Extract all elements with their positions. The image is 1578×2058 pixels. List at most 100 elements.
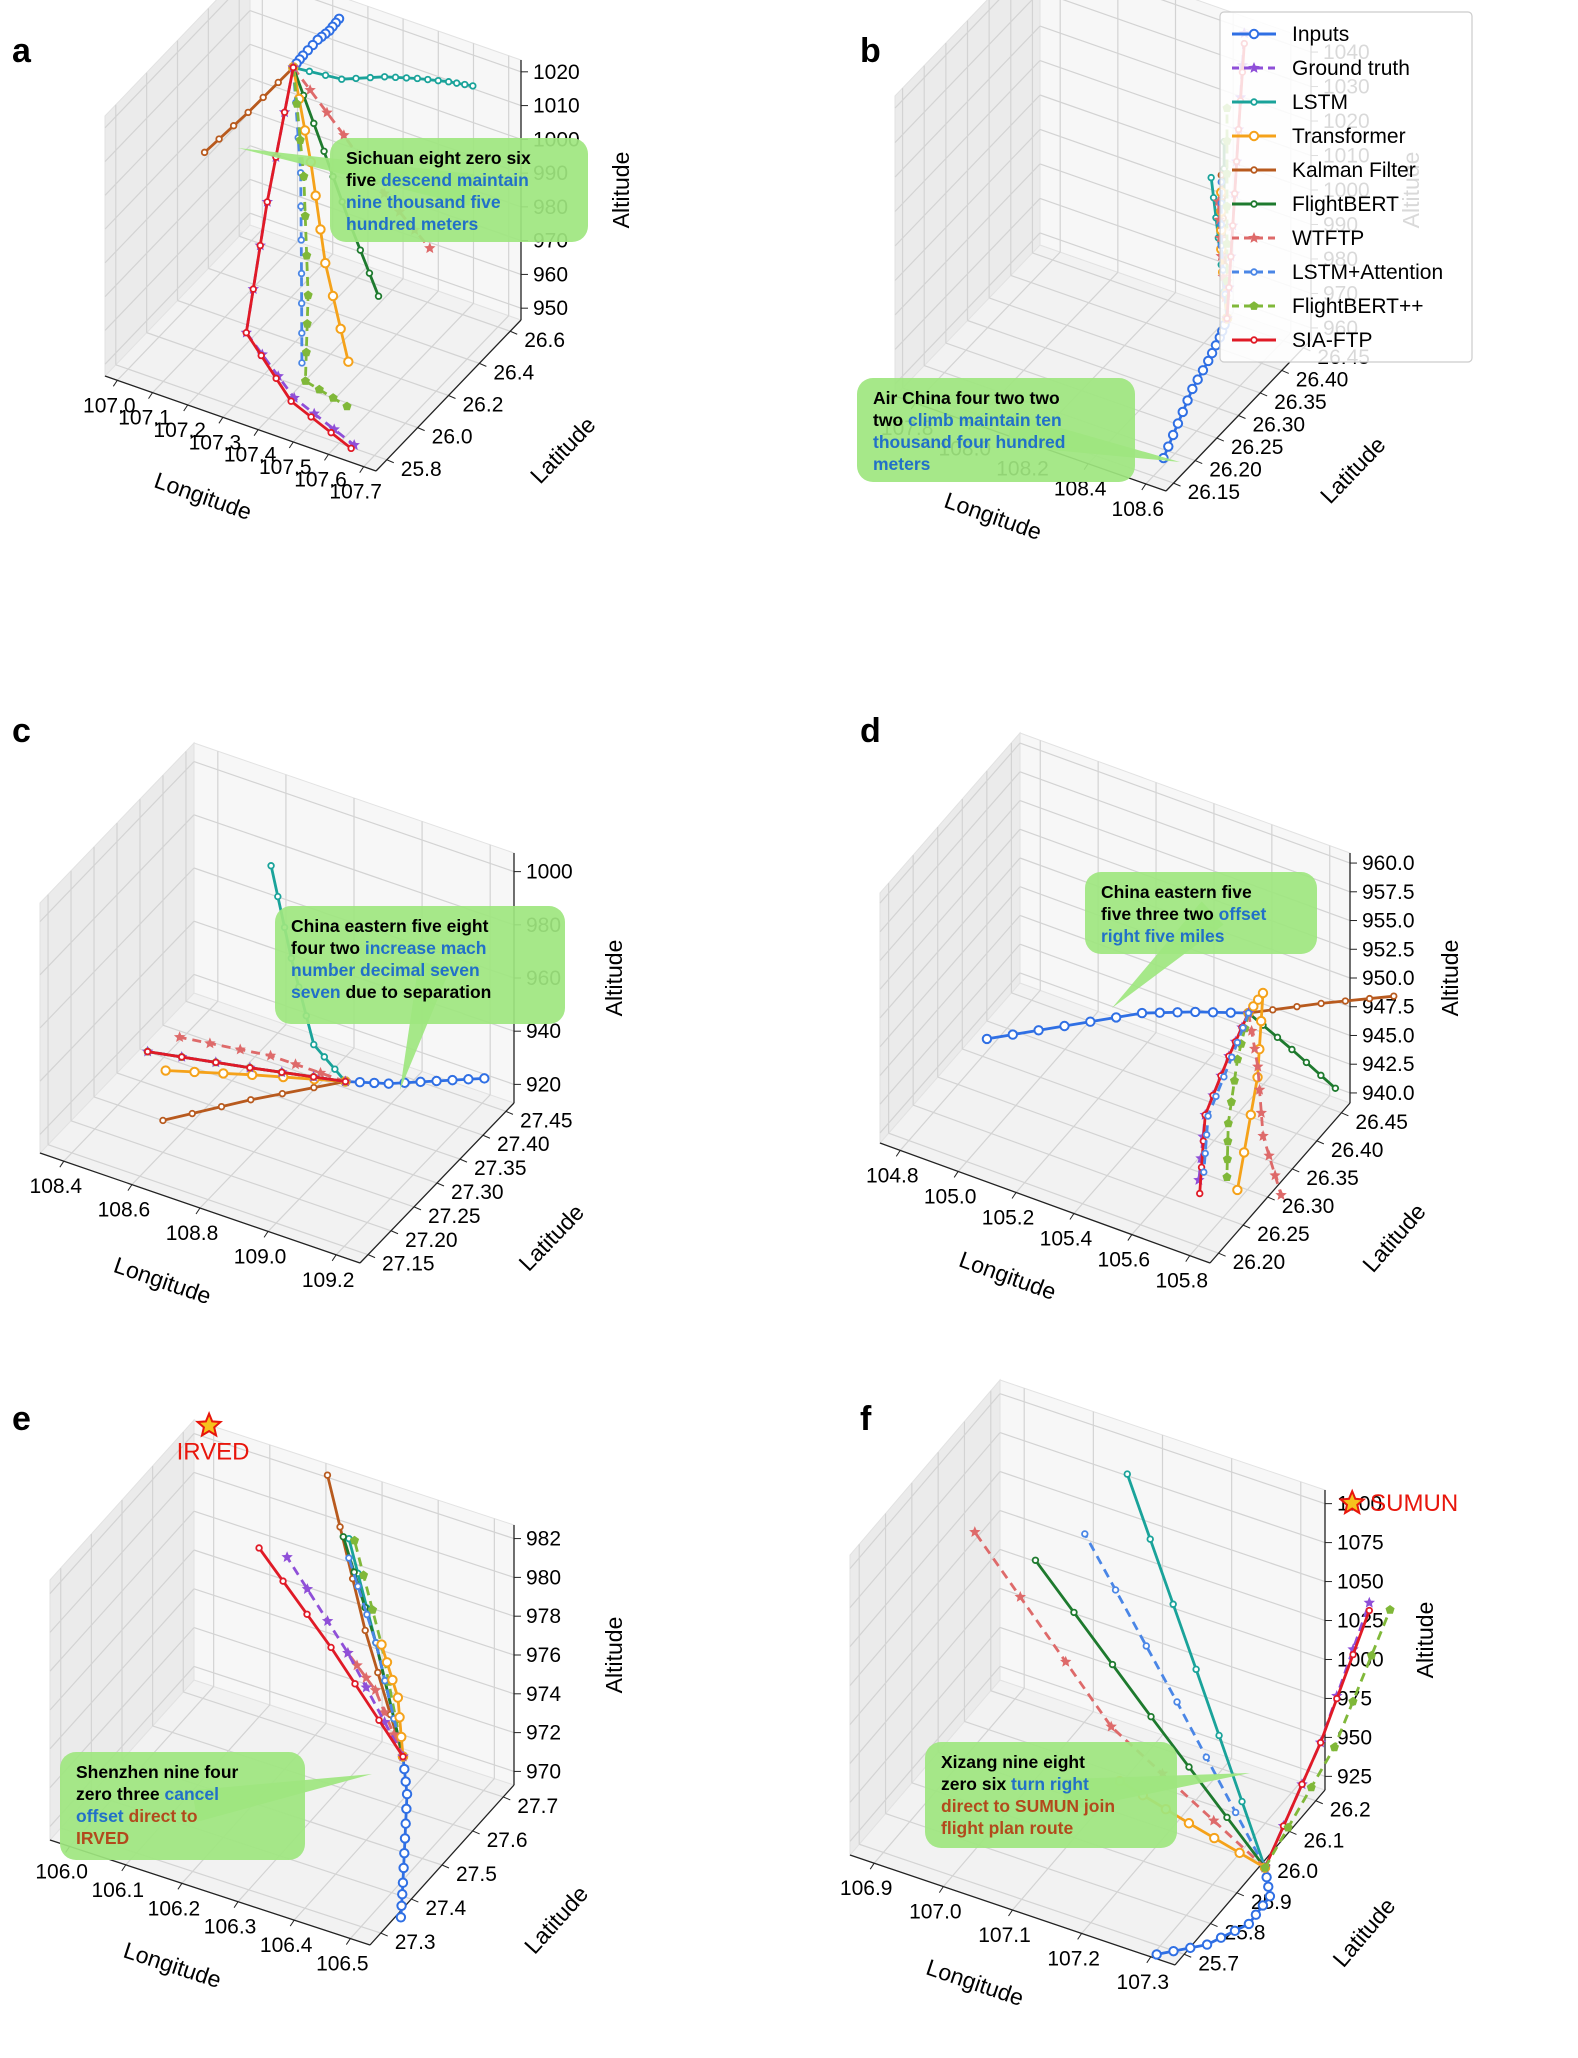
x-tick-label: 106.5 — [316, 1953, 369, 1976]
series-marker — [1363, 1596, 1375, 1608]
panel-label: b — [860, 32, 881, 70]
callout-text: Xizang nine eight zero six turn right dire… — [941, 1752, 1115, 1838]
series-marker — [399, 1763, 410, 1775]
series-marker — [1207, 1007, 1219, 1018]
callout-segment: increase mach — [365, 938, 487, 958]
z-axis-title: Altitude — [608, 152, 634, 229]
y-tick-label: 27.7 — [517, 1795, 558, 1818]
series-marker — [1248, 232, 1260, 243]
series-marker — [314, 384, 324, 394]
waypoint-label: IRVED — [177, 1439, 250, 1466]
series-marker — [315, 224, 326, 235]
series-marker — [331, 1065, 339, 1073]
series-marker — [413, 74, 422, 83]
series-marker — [1206, 347, 1218, 359]
series-marker — [1248, 1001, 1259, 1012]
legend-label: Ground truth — [1292, 57, 1410, 80]
series-marker — [401, 1803, 412, 1815]
series-marker — [321, 71, 330, 80]
series-marker — [1228, 1053, 1236, 1061]
series-marker — [320, 1053, 329, 1061]
series-marker — [1341, 997, 1350, 1005]
series-group — [255, 1471, 413, 1923]
series-marker — [1081, 1530, 1089, 1538]
x-tick-label: 105.6 — [1098, 1249, 1151, 1272]
series-marker — [1261, 1872, 1272, 1883]
series-marker — [297, 299, 306, 308]
z-tick-label: 978 — [526, 1605, 561, 1628]
callout-segment: Xizang nine eight — [941, 1752, 1085, 1772]
series-marker — [217, 1102, 226, 1111]
series-marker — [1252, 1060, 1264, 1072]
series-marker — [327, 428, 335, 437]
series-marker — [278, 1068, 286, 1076]
y-tick-label: 26.6 — [524, 329, 565, 352]
series-marker — [1238, 1147, 1250, 1158]
series-marker — [1249, 1042, 1261, 1054]
callout-segment: right five miles — [1101, 926, 1225, 946]
y-tick-label: 27.4 — [425, 1897, 466, 1920]
series-marker — [256, 241, 264, 250]
x-tick-label: 106.0 — [35, 1860, 88, 1883]
series-marker — [349, 1535, 360, 1545]
series-marker — [279, 1577, 287, 1585]
z-tick-label: 970 — [526, 1760, 561, 1783]
series-marker — [399, 1833, 411, 1844]
series-marker — [1269, 1169, 1281, 1181]
callout-segment: due to separation — [345, 982, 491, 1002]
series-marker — [272, 374, 280, 383]
callout-bubble — [275, 906, 565, 1024]
z-tick-label: 980 — [526, 1566, 561, 1589]
series-marker — [1243, 1918, 1255, 1930]
series-marker — [1190, 1006, 1201, 1018]
callout-segment: IRVED — [76, 1828, 129, 1848]
series-marker — [289, 1058, 302, 1070]
series-marker — [360, 1681, 372, 1693]
series-marker — [1185, 1763, 1193, 1771]
series-marker — [143, 1047, 152, 1056]
series-marker — [424, 75, 432, 84]
series-marker — [1263, 1149, 1275, 1161]
series-marker — [1238, 1797, 1246, 1806]
series-marker — [310, 1083, 318, 1092]
callout-segment: zero six — [941, 1774, 1011, 1794]
z-tick-label: 1000 — [526, 861, 573, 884]
z-tick-label: 974 — [526, 1683, 561, 1706]
series-marker — [257, 351, 265, 360]
legend-item: LSTM+Attention — [1232, 261, 1443, 284]
series-marker — [383, 1078, 394, 1089]
series-marker — [246, 1064, 254, 1072]
callout-bubble — [60, 1752, 305, 1860]
series-marker — [264, 1049, 277, 1061]
legend-label: FlightBERT — [1292, 193, 1399, 216]
series-marker — [431, 1075, 442, 1087]
series-marker — [1298, 1780, 1306, 1789]
series-marker — [342, 1647, 354, 1658]
x-tick-label: 104.8 — [866, 1164, 919, 1187]
callout-segment: climb maintain ten — [908, 410, 1062, 430]
x-tick-label: 108.6 — [1112, 498, 1165, 521]
callout-d: China eastern five five three two offset r… — [1085, 872, 1317, 1008]
z-tick-label: 960.0 — [1362, 852, 1415, 875]
legend-item: WTFTP — [1232, 227, 1364, 250]
series-marker — [369, 1684, 382, 1696]
series-marker — [159, 1116, 167, 1125]
series-marker — [1192, 374, 1203, 385]
series-marker — [1231, 1808, 1240, 1817]
y-tick-label: 27.3 — [395, 1931, 436, 1954]
z-axis-title: Altitude — [1437, 940, 1463, 1017]
y-tick-label: 27.45 — [520, 1109, 573, 1132]
y-tick-label: 27.25 — [428, 1205, 481, 1228]
series-marker — [310, 1040, 318, 1049]
x-tick-label: 107.0 — [83, 394, 136, 417]
series-marker — [1365, 1606, 1374, 1615]
series-marker — [1248, 130, 1260, 142]
series-marker — [356, 246, 365, 254]
y-tick-label: 27.35 — [474, 1157, 527, 1180]
series-line-lstm-attention — [1202, 1012, 1250, 1173]
callout-segment: direct to — [129, 1806, 198, 1826]
series-marker — [1250, 336, 1258, 344]
callout-text: Sichuan eight zero six five descend maint… — [346, 148, 531, 234]
series-marker — [1167, 429, 1179, 441]
series-marker — [1257, 987, 1269, 999]
